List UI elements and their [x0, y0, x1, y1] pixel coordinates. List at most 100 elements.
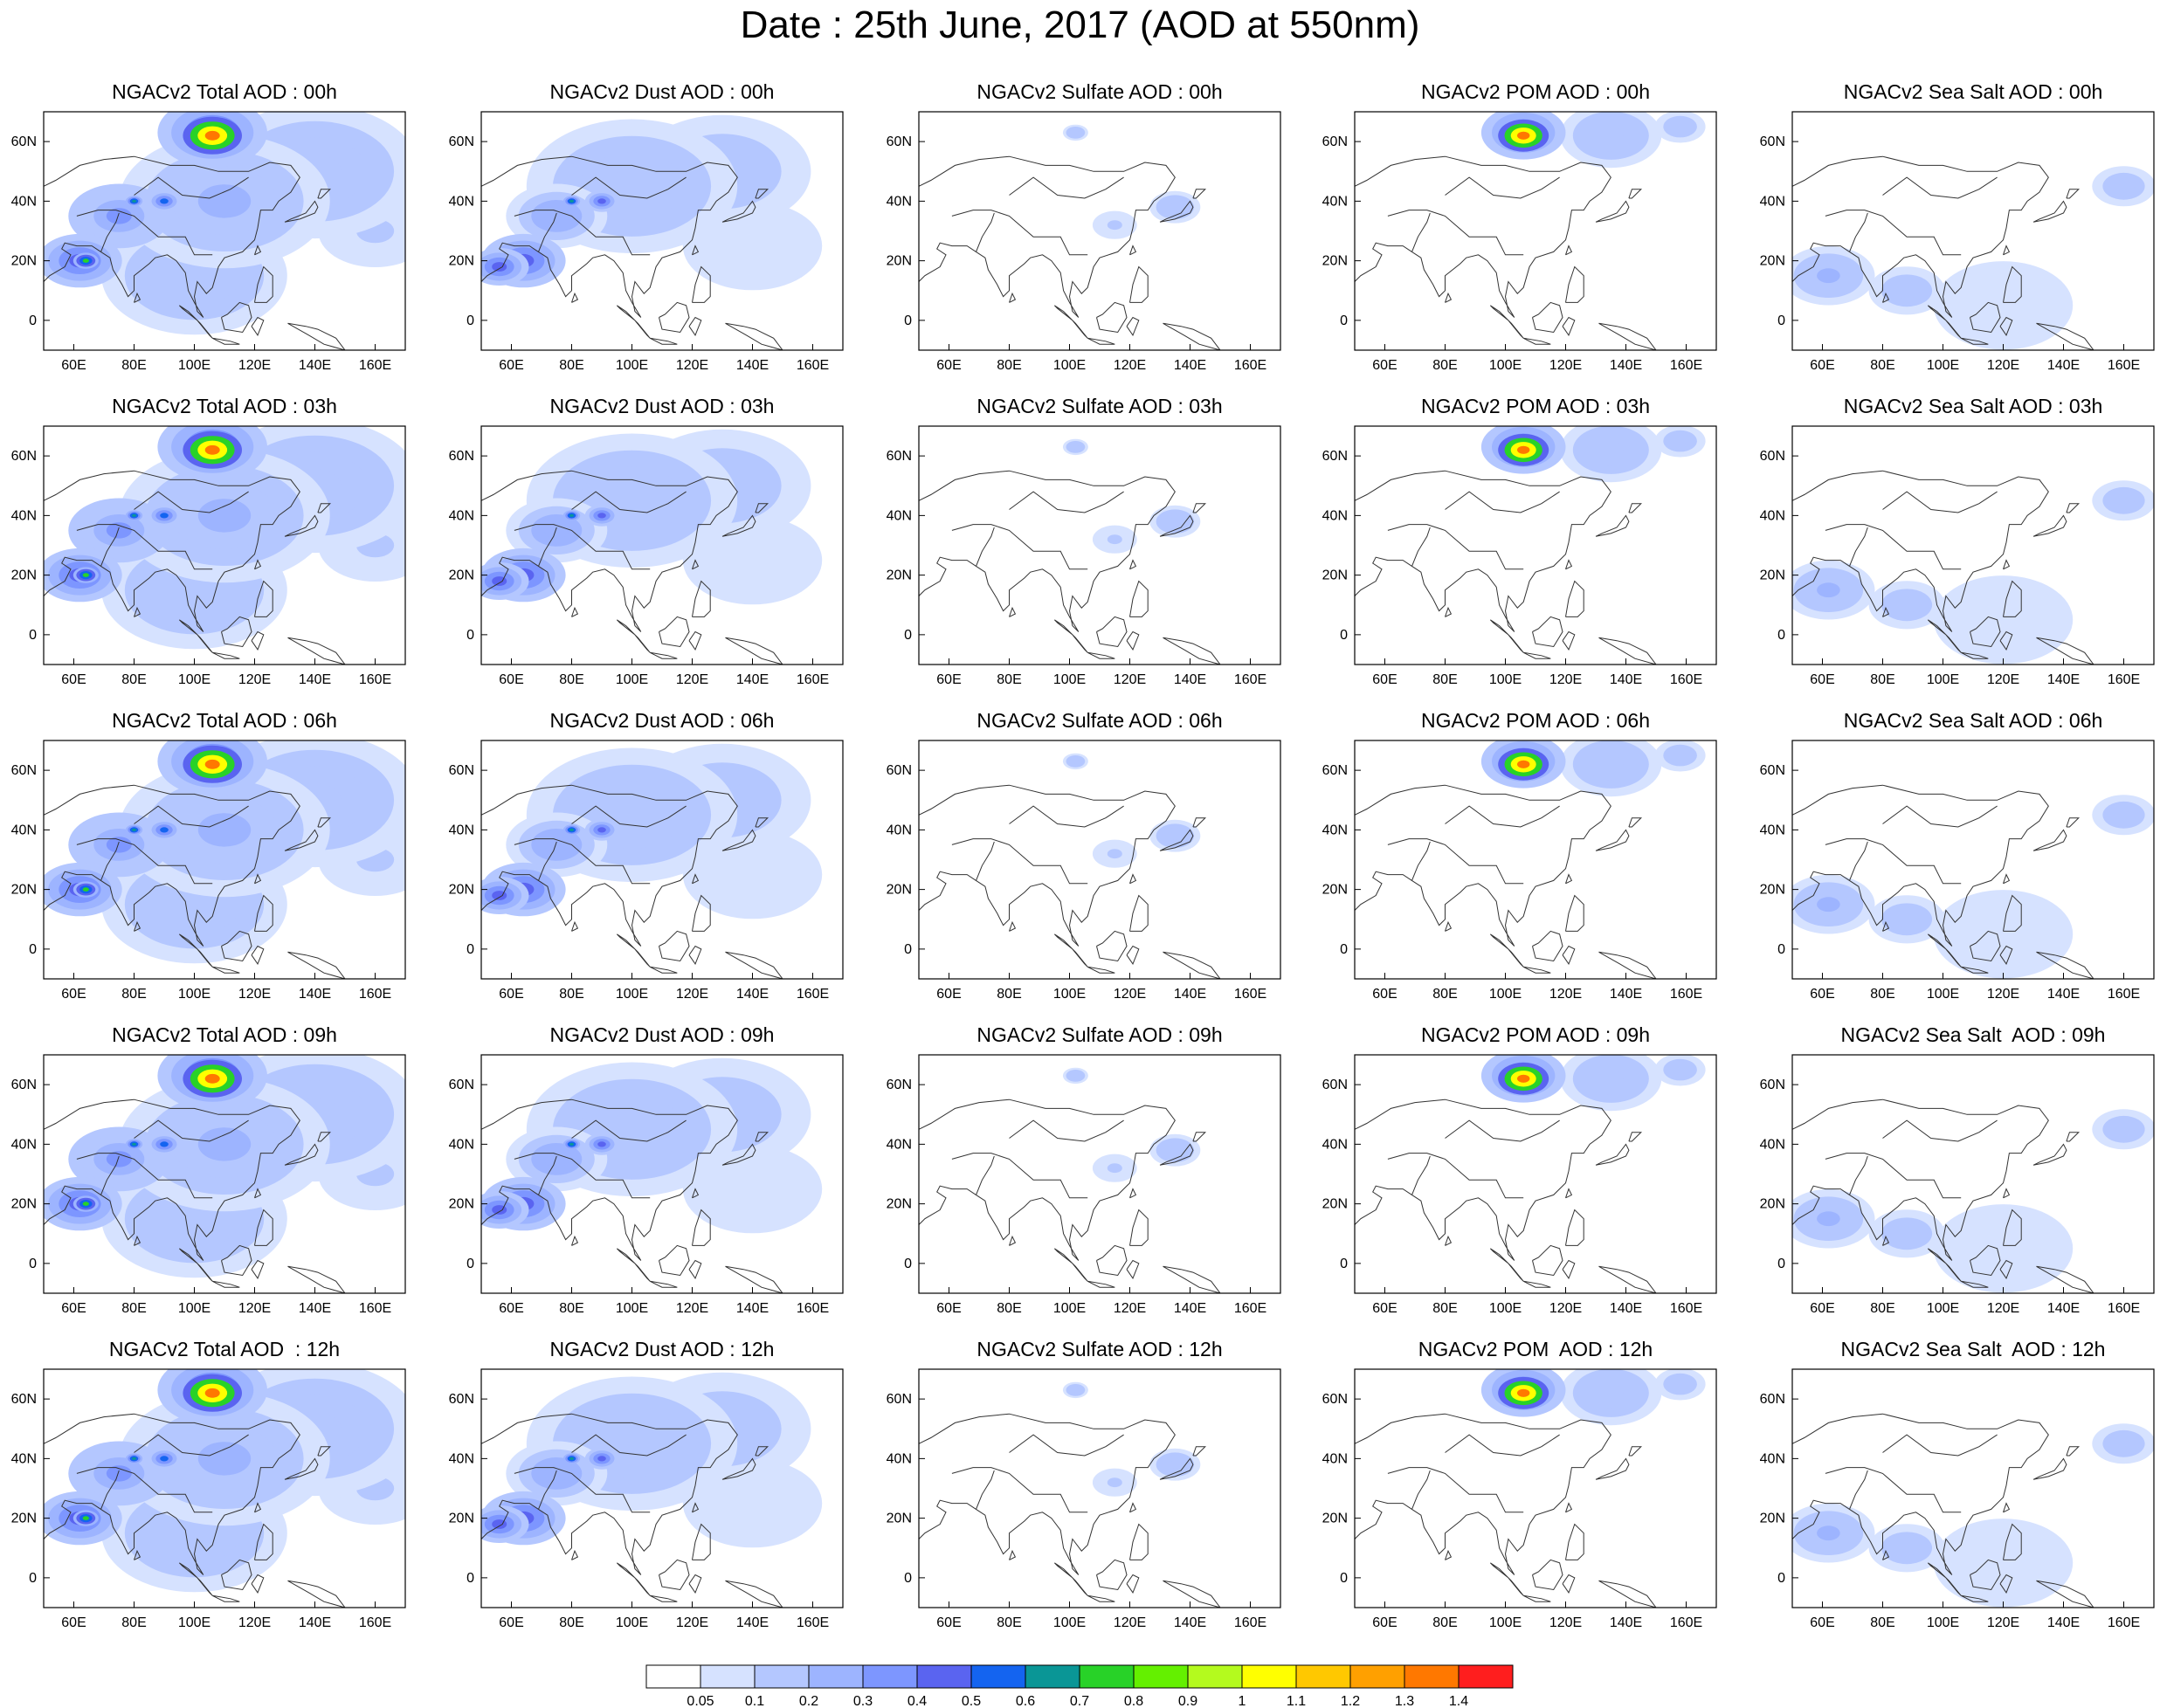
y-tick-label: 60N [1760, 1078, 1785, 1092]
coastline [1387, 1153, 1524, 1199]
colorbar-label: 0.1 [745, 1694, 764, 1708]
aod-contour [82, 1516, 89, 1520]
map-panel: 60E 80E 100E 120E 140E 160E 0 20N 40N 60N [1322, 740, 1717, 1002]
aod-contour [1107, 1163, 1122, 1174]
page-title: Date : 25th June, 2017 (AOD at 550nm) [740, 3, 1420, 46]
coastline [1445, 1549, 1453, 1560]
y-tick-label: 20N [1322, 883, 1348, 898]
y-tick-label: 20N [887, 883, 912, 898]
aod-contour [728, 231, 776, 261]
aod-contour [1817, 897, 1840, 913]
aod-contour [1072, 130, 1079, 135]
y-tick-label: 40N [1760, 1137, 1785, 1152]
coastline [659, 1244, 690, 1277]
aod-contour [1598, 756, 1624, 773]
map-panel: 60E 80E 100E 120E 140E 160E 0 20N 40N 60N [11, 111, 406, 373]
y-tick-label: 0 [904, 628, 912, 643]
coastline [1562, 1259, 1576, 1279]
coastline [755, 1132, 769, 1142]
coastline [1129, 244, 1137, 256]
y-tick-label: 40N [11, 1137, 37, 1152]
coastline [1387, 838, 1524, 885]
y-tick-label: 20N [11, 254, 37, 269]
coastline [688, 316, 702, 336]
y-tick-label: 20N [1322, 568, 1348, 583]
coastline-layer [919, 1413, 1221, 1608]
aod-contour [1817, 582, 1840, 598]
coastline [692, 894, 711, 932]
coastline [100, 212, 120, 252]
coastline [1532, 930, 1563, 962]
coastline [1532, 1244, 1563, 1277]
coastline [44, 470, 300, 632]
x-tick-label: 60E [1372, 1615, 1397, 1630]
coastline [692, 580, 711, 617]
x-tick-label: 60E [1372, 987, 1397, 1002]
panel-title: NGACv2 POM AOD : 12h [1418, 1338, 1653, 1360]
y-tick-label: 20N [1760, 1197, 1785, 1212]
map-frame [43, 425, 406, 665]
coastline [251, 1259, 265, 1279]
x-tick-label: 120E [1549, 1301, 1582, 1316]
aod-contour [204, 1388, 220, 1398]
coastline [1595, 1143, 1630, 1166]
coastline [1927, 1562, 1962, 1596]
x-tick-label: 60E [1372, 358, 1397, 373]
map-frame [43, 1054, 406, 1294]
coastline [1445, 1235, 1453, 1246]
y-tick-label: 60N [449, 763, 474, 778]
coastline [755, 1446, 769, 1457]
x-tick-label: 160E [1670, 672, 1702, 687]
coastline [1595, 200, 1630, 223]
x-tick-label: 60E [1810, 1301, 1834, 1316]
map-panel: 60E 80E 100E 120E 140E 160E 0 20N 40N 60N [1760, 111, 2155, 373]
coastline [1096, 1244, 1128, 1277]
map-panel: 60E 80E 100E 120E 140E 160E 0 20N 40N 60N [449, 1368, 844, 1630]
y-tick-label: 60N [11, 449, 37, 464]
y-tick-label: 0 [466, 1571, 474, 1586]
aod-contour [160, 198, 169, 204]
x-tick-label: 60E [936, 672, 961, 687]
coastline [44, 1098, 300, 1261]
x-tick-label: 140E [736, 672, 769, 687]
colorbar-label: 0.6 [1016, 1694, 1035, 1708]
aod-contour [597, 827, 606, 833]
aod-contour [204, 130, 220, 141]
coastline [659, 1559, 690, 1591]
aod-contour [1671, 121, 1689, 133]
x-tick-label: 100E [1927, 358, 1959, 373]
coastline [1565, 559, 1573, 570]
y-tick-label: 20N [449, 1197, 474, 1212]
aod-contour [2113, 493, 2135, 507]
y-tick-label: 40N [449, 194, 474, 209]
x-tick-label: 160E [797, 672, 829, 687]
coastline [1355, 1413, 1611, 1575]
coastline [1009, 292, 1017, 303]
y-tick-label: 20N [1760, 1512, 1785, 1526]
coastline [134, 1119, 249, 1142]
x-tick-label: 80E [1870, 1301, 1894, 1316]
coastline [692, 1523, 711, 1560]
coastline [1532, 301, 1563, 334]
aod-contour [1107, 534, 1122, 545]
map-frame [480, 425, 844, 665]
x-tick-label: 140E [736, 1615, 769, 1630]
coastline [1129, 559, 1137, 570]
coastline [2066, 189, 2081, 199]
x-tick-label: 60E [936, 1615, 961, 1630]
coastline [919, 1413, 1176, 1575]
aod-field [1792, 1109, 2154, 1293]
aod-field [1062, 753, 1201, 868]
colorbar-box [1404, 1664, 1460, 1689]
coastline [1129, 265, 1149, 303]
coastline [254, 1523, 273, 1560]
coastline [1927, 1248, 1962, 1282]
coastline [254, 244, 262, 256]
map-frame [43, 740, 406, 980]
coastline [1009, 1119, 1124, 1142]
x-tick-label: 140E [1174, 987, 1206, 1002]
y-tick-label: 40N [11, 194, 37, 209]
aod-contour [543, 1151, 569, 1167]
x-tick-label: 140E [1610, 358, 1642, 373]
y-tick-label: 0 [1340, 628, 1348, 643]
